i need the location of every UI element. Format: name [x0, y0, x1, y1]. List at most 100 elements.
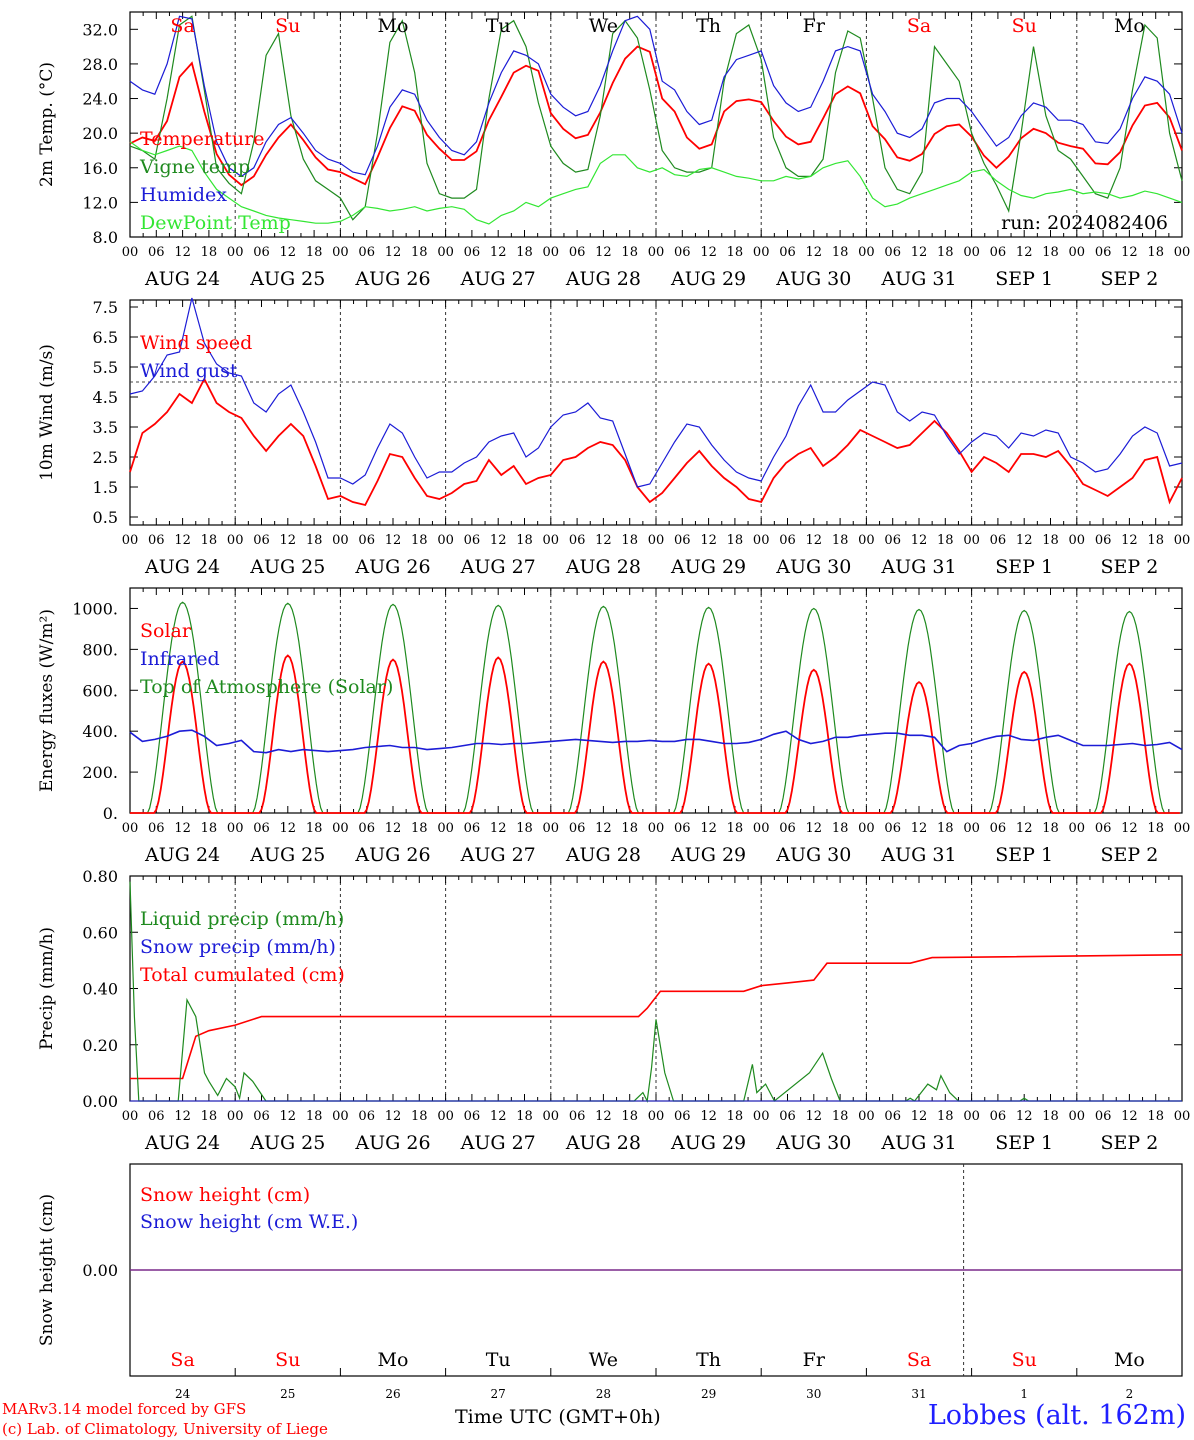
- y-tick-label: 0.: [103, 804, 118, 823]
- hour-tick-label: 18: [621, 533, 638, 548]
- day-label: AUG 31: [880, 1132, 956, 1154]
- day-number-label: 25: [280, 1387, 295, 1401]
- day-label: AUG 27: [460, 844, 536, 866]
- legend-entry: Liquid precip (mm/h): [140, 908, 344, 930]
- hour-tick-label: 18: [1147, 821, 1164, 836]
- hour-tick-label: 00: [332, 245, 349, 260]
- legend-entry: Wind speed: [140, 332, 252, 354]
- hour-tick-label: 00: [858, 245, 875, 260]
- hour-tick-label: 00: [1069, 821, 1086, 836]
- day-number-label: 28: [596, 1387, 611, 1401]
- day-label: AUG 26: [354, 844, 430, 866]
- hour-tick-label: 18: [832, 1109, 849, 1124]
- hour-tick-label: 18: [201, 821, 218, 836]
- hour-tick-label: 00: [1174, 1109, 1191, 1124]
- day-label: AUG 29: [670, 268, 746, 290]
- hour-tick-label: 06: [884, 533, 901, 548]
- hour-tick-label: 12: [806, 1109, 823, 1124]
- hour-tick-label: 00: [858, 821, 875, 836]
- hour-tick-label: 06: [569, 533, 586, 548]
- hour-tick-label: 18: [937, 245, 954, 260]
- day-number-label: 24: [175, 1387, 191, 1401]
- y-tick-label: 7.5: [93, 298, 118, 317]
- hour-tick-label: 00: [1069, 245, 1086, 260]
- hour-tick-label: 18: [937, 821, 954, 836]
- hour-tick-label: 12: [1016, 821, 1033, 836]
- day-label: AUG 24: [144, 268, 220, 290]
- hour-tick-label: 00: [437, 1109, 454, 1124]
- hour-tick-label: 00: [648, 1109, 665, 1124]
- weekday-label: Su: [275, 1349, 300, 1371]
- weekday-label: Mo: [1114, 1349, 1145, 1371]
- series-total-cumulated: [130, 954, 1183, 1080]
- hour-tick-label: 00: [648, 245, 665, 260]
- legend-entry: Snow height (cm W.E.): [140, 1211, 358, 1233]
- hour-tick-label: 12: [1016, 533, 1033, 548]
- hour-tick-label: 06: [253, 245, 270, 260]
- y-tick-label: 0.00: [82, 1092, 118, 1111]
- day-label: AUG 30: [775, 268, 851, 290]
- legend-entry: Wind gust: [140, 360, 238, 382]
- model-credit: MARv3.14 model forced by GFS: [2, 1400, 247, 1418]
- hour-tick-label: 18: [621, 245, 638, 260]
- hour-tick-label: 12: [700, 1109, 717, 1124]
- hour-tick-label: 12: [174, 245, 191, 260]
- hour-tick-label: 18: [727, 1109, 744, 1124]
- hour-tick-label: 00: [1174, 821, 1191, 836]
- weekday-label: Mo: [378, 1349, 409, 1371]
- hour-tick-label: 12: [174, 533, 191, 548]
- weekday-label: Sa: [907, 15, 931, 37]
- hour-tick-label: 18: [1147, 245, 1164, 260]
- hour-tick-label: 00: [122, 533, 139, 548]
- hour-tick-label: 06: [464, 1109, 481, 1124]
- hour-tick-label: 00: [543, 245, 560, 260]
- hour-tick-label: 06: [464, 821, 481, 836]
- hour-tick-label: 12: [385, 821, 402, 836]
- hour-tick-label: 06: [990, 533, 1007, 548]
- hour-tick-label: 06: [884, 1109, 901, 1124]
- hour-tick-label: 06: [990, 1109, 1007, 1124]
- hour-tick-label: 00: [753, 533, 770, 548]
- day-label: AUG 25: [249, 268, 325, 290]
- y-tick-label: 0.80: [82, 867, 118, 886]
- day-label: AUG 31: [880, 268, 956, 290]
- hour-tick-label: 00: [227, 1109, 244, 1124]
- hour-tick-label: 06: [674, 245, 691, 260]
- hour-tick-label: 12: [174, 1109, 191, 1124]
- hour-tick-label: 06: [148, 821, 165, 836]
- y-axis-label-2: 10m Wind (m/s): [37, 344, 57, 481]
- hour-tick-label: 00: [332, 533, 349, 548]
- y-tick-label: 600.: [82, 681, 118, 700]
- legend-entry: Total cumulated (cm): [140, 964, 345, 986]
- y-tick-label: 1.5: [93, 478, 118, 497]
- lab-credit: (c) Lab. of Climatology, University of L…: [2, 1420, 328, 1438]
- legend-entry: Solar: [140, 620, 192, 642]
- hour-tick-label: 12: [490, 533, 507, 548]
- hour-tick-label: 18: [306, 821, 323, 836]
- hour-tick-label: 18: [1147, 1109, 1164, 1124]
- hour-tick-label: 18: [937, 533, 954, 548]
- weekday-label: Su: [1012, 1349, 1037, 1371]
- day-label: SEP 1: [995, 268, 1053, 290]
- weekday-label: We: [589, 15, 618, 37]
- y-tick-label: 32.0: [82, 20, 118, 39]
- day-label: AUG 24: [144, 1132, 220, 1154]
- hour-tick-label: 00: [122, 1109, 139, 1124]
- hour-tick-label: 06: [779, 245, 796, 260]
- hour-tick-label: 12: [280, 1109, 297, 1124]
- day-label: SEP 2: [1100, 268, 1158, 290]
- hour-tick-label: 12: [280, 821, 297, 836]
- hour-tick-label: 18: [621, 1109, 638, 1124]
- y-tick-label: 5.5: [93, 358, 118, 377]
- weekday-label: Su: [1012, 15, 1037, 37]
- hour-tick-label: 00: [753, 1109, 770, 1124]
- hour-tick-label: 06: [358, 533, 375, 548]
- hour-tick-label: 12: [1016, 245, 1033, 260]
- hour-tick-label: 12: [700, 533, 717, 548]
- series-toa-solar: [130, 601, 1180, 814]
- hour-tick-label: 12: [700, 245, 717, 260]
- hour-tick-label: 06: [1095, 533, 1112, 548]
- weekday-label: Th: [696, 15, 721, 37]
- day-number-label: 2: [1126, 1387, 1134, 1401]
- hour-tick-label: 06: [569, 245, 586, 260]
